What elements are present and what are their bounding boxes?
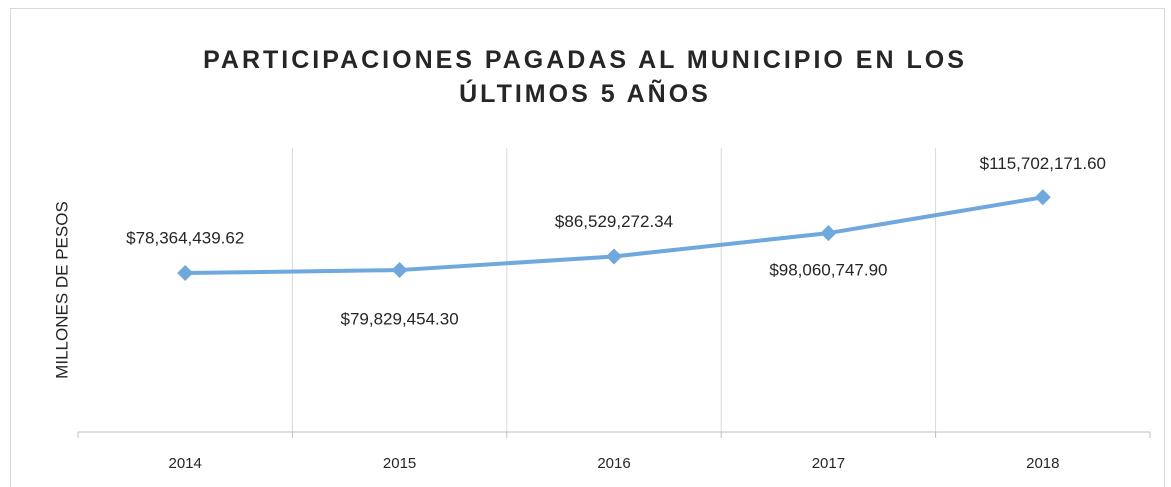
y-axis-label: MILLONES DE PESOS [52, 201, 71, 379]
chart-frame [10, 8, 1165, 487]
x-tick-label: 2014 [169, 455, 202, 472]
marker [820, 225, 837, 242]
data-label: $115,702,171.60 [980, 154, 1106, 173]
x-tick-label: 2016 [597, 455, 630, 472]
x-tick-label: 2018 [1026, 455, 1059, 472]
marker [177, 265, 194, 282]
marker [391, 262, 408, 279]
data-label: $98,060,747.90 [769, 261, 887, 280]
data-label: $86,529,272.34 [555, 212, 673, 231]
x-tick-label: 2017 [812, 455, 845, 472]
x-tick-label: 2015 [383, 455, 416, 472]
marker [1034, 189, 1051, 206]
marker [606, 248, 622, 265]
data-label: $78,364,439.62 [126, 229, 244, 248]
data-label: $79,829,454.30 [341, 310, 459, 329]
chart-title: PARTICIPACIONES PAGADAS AL MUNICIPIO EN … [203, 46, 967, 108]
